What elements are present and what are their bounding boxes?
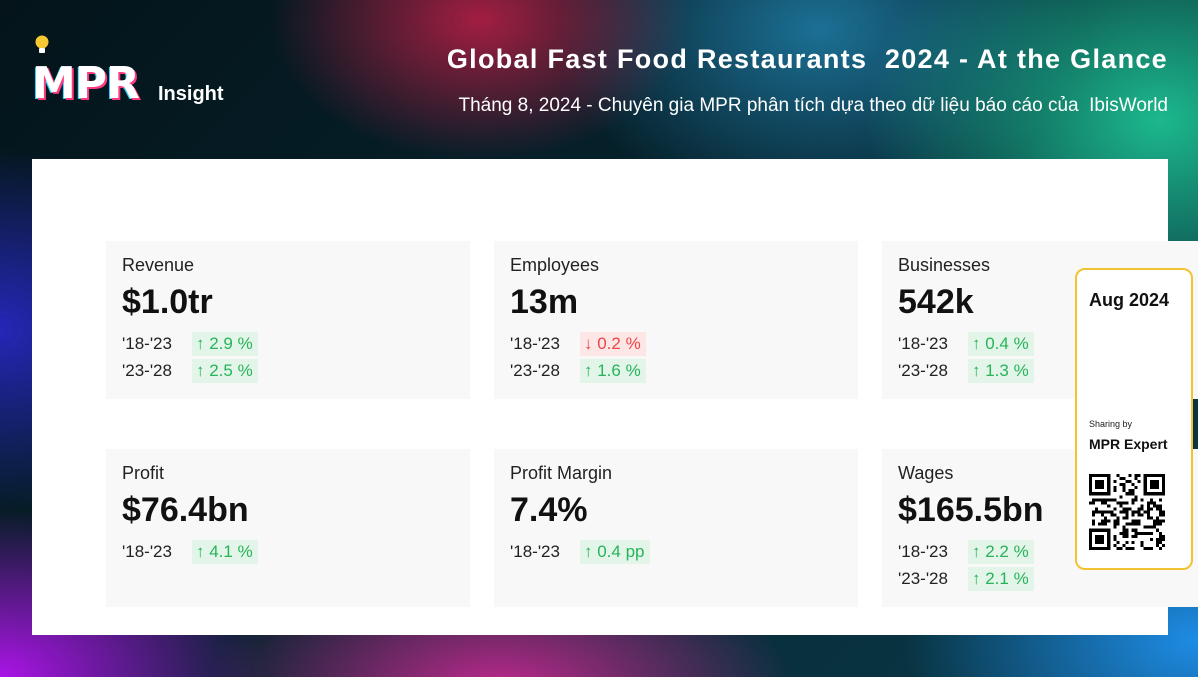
- card-label: Businesses: [898, 255, 991, 275]
- card-value: $165.5bn: [898, 491, 1044, 529]
- card-label: Wages: [898, 463, 954, 483]
- change-badge: ↑ 2.9 %: [192, 332, 258, 356]
- change-row: '23-'28 ↑ 1.6 %: [510, 358, 646, 384]
- change-badge: ↑ 0.4 pp: [580, 540, 650, 564]
- change-row: '23-'28 ↑ 2.1 %: [898, 566, 1034, 592]
- period-label: '18-'23: [510, 542, 560, 561]
- stats-panel: Revenue $1.0tr '18-'23 ↑ 2.9 % '23-'28 ↑…: [32, 159, 1198, 635]
- change-badge: ↑ 2.5 %: [192, 359, 258, 383]
- card-value: 13m: [510, 283, 579, 321]
- period-label: '23-'28: [898, 569, 948, 588]
- card-value: $76.4bn: [122, 491, 249, 529]
- stat-card-profit: Profit $76.4bn '18-'23 ↑ 4.1 %: [106, 449, 470, 607]
- card-value: $1.0tr: [122, 283, 213, 321]
- date-expert-tag: Aug 2024 Sharing by MPR Expert: [1075, 268, 1193, 570]
- period-label: '18-'23: [510, 334, 560, 353]
- report-month: Aug 2024: [1089, 290, 1170, 310]
- period-label: '23-'28: [122, 361, 172, 380]
- logo-mpr: MPR: [32, 58, 140, 109]
- page-title: Global Fast Food Restaurants 2024 - At t…: [446, 44, 1168, 74]
- change-row: '18-'23 ↑ 0.4 %: [898, 331, 1034, 357]
- card-label: Profit Margin: [510, 463, 613, 483]
- change-row: '18-'23 ↑ 2.9 %: [122, 331, 258, 357]
- change-row: '18-'23 ↑ 0.4 pp: [510, 539, 650, 565]
- period-label: '18-'23: [122, 334, 172, 353]
- change-row: '23-'28 ↑ 2.5 %: [122, 358, 258, 384]
- card-label: Profit: [122, 463, 165, 483]
- change-row: '23-'28 ↑ 1.3 %: [898, 358, 1034, 384]
- qr-code-icon[interactable]: [1089, 474, 1165, 550]
- logo-insight: Insight: [158, 83, 224, 105]
- change-row: '18-'23 ↑ 2.2 %: [898, 539, 1034, 565]
- card-label: Employees: [510, 255, 600, 275]
- stat-card-profit-margin: Profit Margin 7.4% '18-'23 ↑ 0.4 pp: [494, 449, 858, 607]
- change-badge: ↑ 4.1 %: [192, 540, 258, 564]
- stat-card-employees: Employees 13m '18-'23 ↓ 0.2 % '23-'28 ↑ …: [494, 241, 858, 399]
- card-value: 7.4%: [510, 491, 588, 529]
- change-row: '18-'23 ↓ 0.2 %: [510, 331, 646, 357]
- card-label: Revenue: [122, 255, 195, 275]
- lightbulb-icon: [35, 35, 49, 53]
- card-value: 542k: [898, 283, 974, 321]
- change-badge: ↑ 0.4 %: [968, 332, 1034, 356]
- change-row: '18-'23 ↑ 4.1 %: [122, 539, 258, 565]
- period-label: '18-'23: [898, 542, 948, 561]
- period-label: '23-'28: [510, 361, 560, 380]
- change-badge: ↑ 1.6 %: [580, 359, 646, 383]
- change-badge: ↓ 0.2 %: [580, 332, 646, 356]
- change-badge: ↑ 2.1 %: [968, 567, 1034, 591]
- period-label: '18-'23: [122, 542, 172, 561]
- page-subtitle: Tháng 8, 2024 - Chuyên gia MPR phân tích…: [458, 95, 1168, 116]
- sharing-label: Sharing by: [1089, 419, 1133, 429]
- change-badge: ↑ 1.3 %: [968, 359, 1034, 383]
- period-label: '23-'28: [898, 361, 948, 380]
- mpr-insight-logo: MPR Insight: [32, 34, 232, 110]
- period-label: '18-'23: [898, 334, 948, 353]
- expert-name: MPR Expert: [1089, 436, 1168, 452]
- change-badge: ↑ 2.2 %: [968, 540, 1034, 564]
- stat-card-revenue: Revenue $1.0tr '18-'23 ↑ 2.9 % '23-'28 ↑…: [106, 241, 470, 399]
